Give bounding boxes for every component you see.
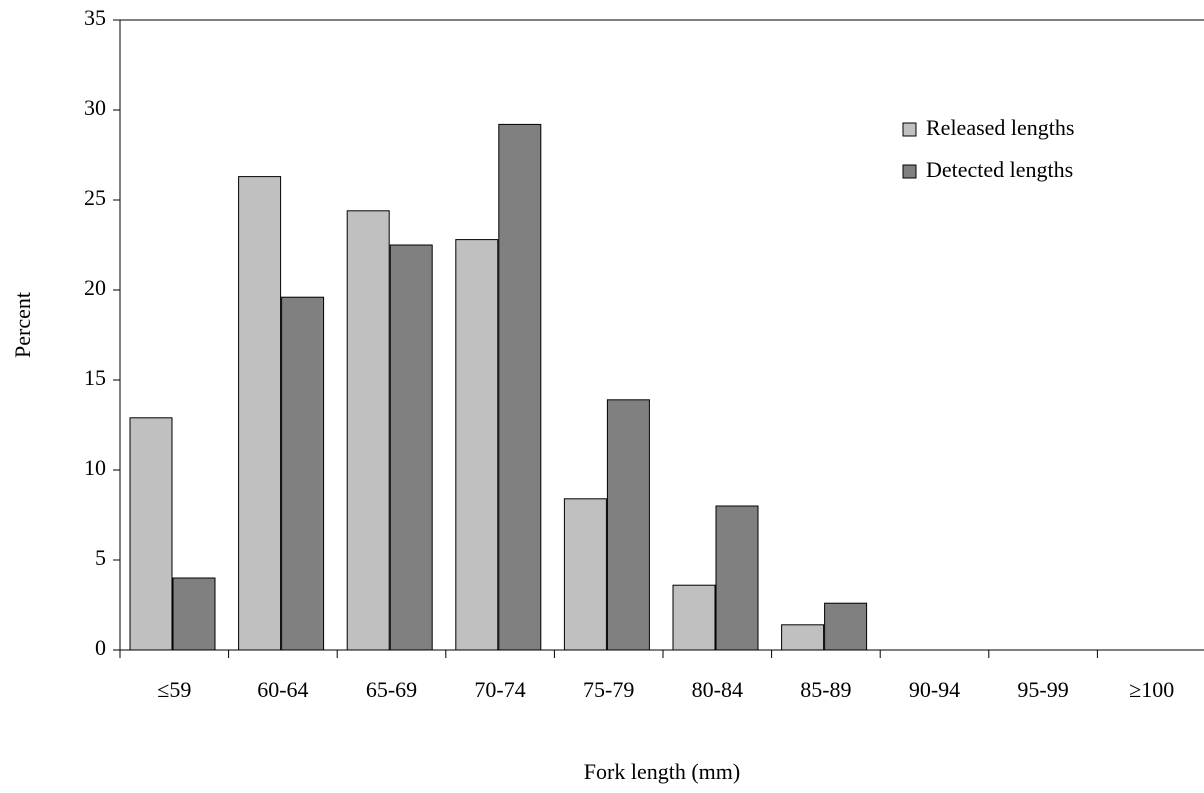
bar [129, 417, 173, 651]
bar [172, 577, 216, 651]
bar [238, 176, 282, 651]
bar [606, 399, 650, 651]
bar [824, 602, 868, 651]
x-tick-label: 80-84 [692, 677, 743, 702]
legend-label: Detected lengths [926, 157, 1073, 182]
x-tick-label: 90-94 [909, 677, 960, 702]
y-tick-label: 10 [84, 455, 106, 480]
bar [563, 498, 607, 651]
legend-swatch [902, 122, 917, 137]
y-tick-label: 5 [95, 545, 106, 570]
x-tick-label: 70-74 [474, 677, 525, 702]
x-tick-label: 95-99 [1017, 677, 1068, 702]
x-axis-title: Fork length (mm) [584, 759, 740, 784]
x-tick-label: 65-69 [366, 677, 417, 702]
x-tick-label: 85-89 [800, 677, 851, 702]
bar [781, 624, 825, 651]
bar [672, 584, 716, 651]
x-tick-label: 75-79 [583, 677, 634, 702]
x-tick-label: ≥100 [1129, 677, 1174, 702]
bar [715, 505, 759, 651]
bar [455, 239, 499, 651]
bar [498, 123, 542, 651]
bar [281, 296, 325, 651]
y-tick-label: 15 [84, 365, 106, 390]
y-tick-label: 0 [95, 635, 106, 660]
y-tick-label: 35 [84, 5, 106, 30]
x-tick-label: 60-64 [257, 677, 308, 702]
legend-swatch [902, 164, 917, 179]
y-tick-label: 25 [84, 185, 106, 210]
bar [389, 244, 433, 651]
legend-label: Released lengths [926, 115, 1074, 140]
x-tick-label: ≤59 [157, 677, 191, 702]
bar [346, 210, 390, 651]
y-axis-title: Percent [10, 292, 35, 358]
y-tick-label: 30 [84, 95, 106, 120]
y-tick-label: 20 [84, 275, 106, 300]
